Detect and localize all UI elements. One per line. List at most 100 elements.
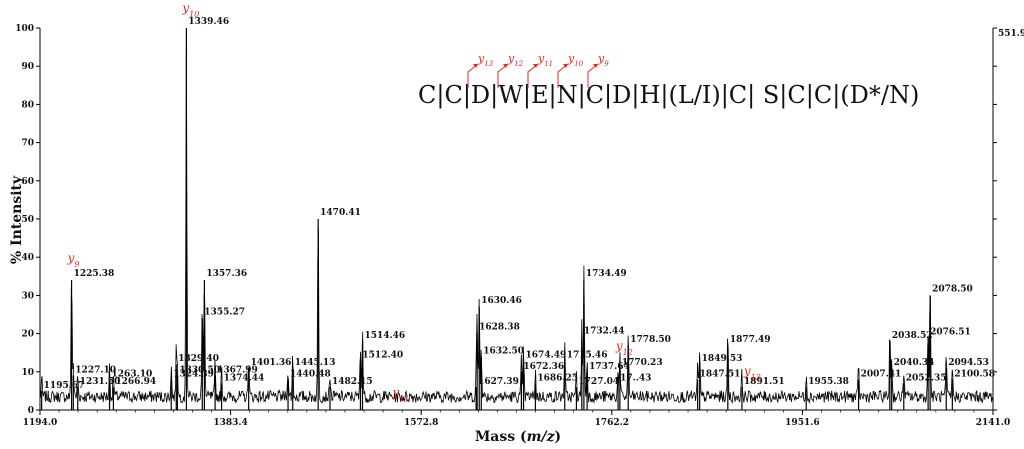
sequence-ion-arrow-y13 bbox=[467, 63, 479, 88]
y-tick-label-10: 100 bbox=[15, 24, 34, 34]
y-tick-label-0: 0 bbox=[28, 406, 34, 416]
x-axis-title-main: Mass ( bbox=[475, 429, 527, 445]
peak-label-48: 2100.58 bbox=[954, 369, 995, 379]
sequence-ion-arrowhead-y12 bbox=[503, 64, 508, 68]
peak-label-39: 1891.51 bbox=[744, 377, 785, 387]
peak-label-11: 1357.36 bbox=[206, 269, 247, 279]
peak-label-23: 1630.46 bbox=[481, 296, 522, 306]
right-axis-max-label: 551.9 bbox=[998, 29, 1024, 39]
peak-label-14: 1401.36 bbox=[251, 358, 292, 368]
peak-label-44: 2052.35 bbox=[906, 373, 947, 383]
peak-label-18: 1482.15 bbox=[332, 377, 373, 387]
ion-label-y9: y9 bbox=[67, 251, 80, 269]
y-tick-label-8: 80 bbox=[21, 100, 34, 110]
x-axis-title: Mass (m/z) bbox=[475, 429, 561, 445]
peak-label-6: 1324.39 bbox=[173, 369, 214, 379]
peak-label-4: 1263.10 bbox=[112, 369, 153, 379]
peptide-sequence: C|C|D|W|E|N|C|D|H|(L/I)|C| S|C|C|(D*/N) … bbox=[418, 52, 919, 110]
peak-label-24: 1632.50 bbox=[483, 347, 524, 357]
sequence-ion-arrowhead-y9 bbox=[593, 64, 598, 68]
peak-label-0: 1195.67 bbox=[44, 381, 85, 391]
peak-label-2: 1227.10 bbox=[75, 366, 116, 376]
peak-label-10: 1355.27 bbox=[204, 307, 245, 317]
peak-label-40: 1955.38 bbox=[808, 377, 849, 387]
sequence-ion-markers: y13 y12 y11 y10 y9 bbox=[467, 52, 609, 88]
sequence-ion-label-y13: y13 bbox=[477, 52, 494, 68]
peak-label-35: 1778.50 bbox=[630, 335, 671, 345]
peak-label-17: 1470.41 bbox=[320, 208, 361, 218]
ion-annotations-layer: y9 y10 y11 y12 y13 bbox=[67, 1, 761, 403]
peak-label-21: 1627.39 bbox=[478, 377, 519, 387]
sequence-ion-arrowhead-y11 bbox=[533, 64, 538, 68]
peak-label-30: 1732.44 bbox=[584, 326, 625, 336]
y-tick-label-3: 30 bbox=[21, 291, 34, 301]
peak-label-1: 1225.38 bbox=[74, 269, 115, 279]
peak-label-38: 1877.49 bbox=[730, 335, 771, 345]
spectrum-layer bbox=[39, 27, 994, 410]
x-tick-label-2: 1572.8 bbox=[404, 418, 438, 428]
sequence-ion-label-y10: y10 bbox=[567, 52, 584, 68]
y-tick-label-9: 90 bbox=[21, 62, 34, 72]
peak-label-37: 1849.53 bbox=[702, 354, 743, 364]
peak-label-5: 1266.94 bbox=[115, 377, 156, 387]
ion-label-y11: y11 bbox=[391, 385, 409, 403]
sequence-ion-label-y11: y11 bbox=[537, 52, 553, 68]
sequence-text: C|C|D|W|E|N|C|D|H|(L/I)|C| S|C|C|(D*/N) bbox=[418, 81, 919, 110]
peak-label-13: 1374.44 bbox=[224, 373, 265, 383]
sequence-ion-label-y12: y12 bbox=[507, 52, 524, 68]
x-tick-label-5: 2141.0 bbox=[976, 418, 1010, 428]
peak-label-26: 1674.49 bbox=[526, 350, 567, 360]
peak-label-46: 2078.50 bbox=[932, 284, 973, 294]
x-tick-label-1: 1383.4 bbox=[213, 418, 247, 428]
peak-label-8: 1330.50 bbox=[179, 366, 220, 376]
peak-label-43: 2040.34 bbox=[894, 358, 935, 368]
x-tick-label-0: 1194.0 bbox=[23, 418, 57, 428]
peak-labels-layer: 1195.67 1225.38 1227.101231.501263.101266.… bbox=[44, 17, 995, 391]
spectrum-trace bbox=[39, 27, 994, 405]
peak-label-15: 1440.48 bbox=[290, 369, 331, 379]
peak-label-7: 1329.40 bbox=[178, 354, 219, 364]
y-tick-label-7: 70 bbox=[21, 139, 34, 149]
y-tick-label-2: 20 bbox=[21, 330, 34, 340]
peak-label-28: 1715.46 bbox=[567, 350, 608, 360]
x-axis-title-end: ) bbox=[555, 429, 562, 445]
peak-label-29: 1727.04 bbox=[578, 377, 619, 387]
peak-label-19: 1512.40 bbox=[362, 350, 403, 360]
x-tick-label-3: 1762.2 bbox=[595, 418, 629, 428]
ion-label-y13: y13 bbox=[743, 364, 761, 382]
peak-label-20: 1514.46 bbox=[364, 331, 405, 341]
sequence-ion-arrow-y11 bbox=[527, 63, 539, 88]
peak-label-25: 1672.36 bbox=[523, 362, 564, 372]
peak-label-34: 1770.23 bbox=[622, 358, 663, 368]
peak-label-41: 2007.41 bbox=[861, 369, 902, 379]
sequence-ion-arrow-y9 bbox=[587, 63, 599, 88]
sequence-ion-arrowhead-y13 bbox=[473, 64, 478, 68]
y-tick-label-4: 40 bbox=[21, 253, 34, 263]
peak-label-3: 1231.50 bbox=[80, 377, 121, 387]
peak-label-31: 1734.49 bbox=[586, 269, 627, 279]
peak-label-27: 1686.25 bbox=[537, 373, 578, 383]
sequence-ion-label-y9: y9 bbox=[597, 52, 609, 68]
peak-label-16: 1445.13 bbox=[295, 358, 336, 368]
x-axis-title-italic: m/z bbox=[527, 429, 556, 445]
y-tick-label-1: 10 bbox=[21, 368, 34, 378]
ion-label-y10: y10 bbox=[181, 1, 199, 19]
axes-layer: 0 10 20 30 40 50 60 70 80 90 100 1194.0 1383.4 1572.8… bbox=[15, 24, 1010, 428]
y-axis-title: % Intensity bbox=[9, 175, 25, 264]
peak-label-36: 1847.51 bbox=[700, 369, 741, 379]
sequence-ion-arrow-y10 bbox=[557, 63, 569, 88]
peak-label-22: 1628.38 bbox=[479, 323, 520, 333]
peak-label-42: 2038.52 bbox=[892, 331, 933, 341]
peak-label-12: 1367.99 bbox=[217, 366, 258, 376]
y-tick-label-5: 50 bbox=[21, 215, 34, 225]
peak-label-9: 1339.46 bbox=[188, 17, 229, 27]
x-tick-label-4: 1951.6 bbox=[785, 418, 819, 428]
peak-label-32: 1737.64 bbox=[589, 362, 630, 372]
peak-label-47: 2094.53 bbox=[948, 358, 989, 368]
sequence-ion-arrowhead-y10 bbox=[563, 64, 568, 68]
y-tick-label-6: 60 bbox=[21, 177, 34, 187]
peak-label-33: 17..43 bbox=[620, 373, 651, 383]
sequence-ion-arrow-y12 bbox=[497, 63, 509, 88]
peak-label-45: 2076.51 bbox=[930, 327, 971, 337]
